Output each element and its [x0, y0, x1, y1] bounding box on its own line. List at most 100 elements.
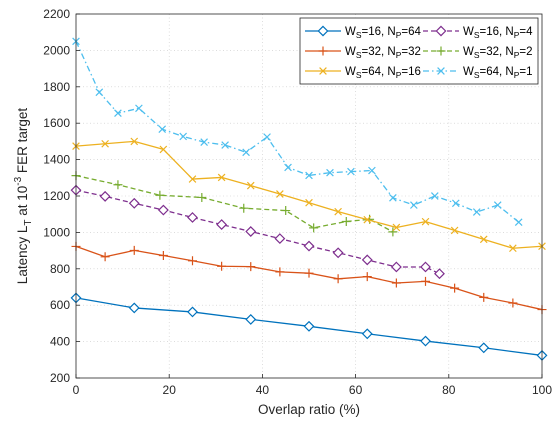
data-point [508, 298, 518, 308]
legend-item: WS=64, NP=16 [305, 66, 421, 80]
data-point [514, 218, 523, 227]
data-point [389, 193, 397, 202]
legend-label-part: P [396, 70, 402, 80]
data-point [450, 226, 459, 235]
series-line [75, 174, 394, 233]
data-point [410, 201, 418, 209]
data-point [451, 199, 460, 208]
data-point [361, 254, 373, 266]
data-point [309, 223, 319, 233]
legend-label-part: P [514, 50, 520, 60]
data-point [158, 251, 168, 261]
data-point [479, 235, 488, 244]
data-point [472, 208, 481, 216]
legend: WS=16, NP=64 WS=16, NP=4WS=32, NP=32 WS=32… [299, 17, 539, 85]
data-point [263, 133, 271, 141]
legend-label: WS=16, NP=4 [463, 26, 533, 40]
data-point [101, 139, 109, 148]
data-point [478, 342, 490, 354]
data-point [274, 233, 286, 245]
y-tick-label: 1800 [43, 80, 70, 94]
legend-label-part: =64, N [362, 66, 396, 78]
data-point [187, 306, 198, 318]
legend-label-part: W [463, 66, 474, 78]
data-point [99, 190, 111, 202]
legend-item: WS=64, NP=1 [423, 66, 533, 80]
legend-item: WS=32, NP=2 [423, 46, 533, 60]
legend-label-part: S [356, 70, 362, 80]
y-axis-label-sub: T [23, 220, 34, 226]
legend-label: WS=16, NP=64 [345, 26, 422, 40]
y-tick-label: 1600 [43, 116, 70, 130]
data-point [200, 138, 208, 146]
y-tick-label: 200 [50, 371, 70, 385]
legend-label-part: S [356, 50, 362, 60]
data-point [284, 163, 292, 172]
data-point [391, 278, 401, 288]
legend-label-part: =16 [401, 66, 421, 78]
legend-label-part: P [514, 70, 520, 80]
data-point [221, 141, 229, 149]
x-tick-label: 0 [73, 383, 80, 397]
series-0 [70, 292, 548, 361]
legend-label-part: W [345, 46, 356, 58]
data-point [246, 262, 256, 272]
data-point [281, 206, 291, 216]
legend-label-part: S [474, 70, 480, 80]
x-tick-label: 60 [349, 383, 363, 397]
y-axis-label: Latency LT at 10-3 FER target [13, 108, 34, 285]
data-point [303, 320, 315, 332]
legend-label-part: =16, N [362, 26, 396, 38]
data-point [157, 204, 169, 216]
data-point [188, 256, 197, 266]
series-line [75, 41, 520, 223]
data-point [420, 335, 431, 347]
data-point [95, 88, 104, 97]
data-point [450, 283, 460, 293]
legend-label-part: S [474, 50, 480, 60]
legend-label-part: W [463, 46, 474, 58]
data-point [420, 261, 431, 273]
data-point [217, 173, 226, 182]
legend-label-part: S [474, 30, 480, 40]
series-1 [70, 184, 445, 280]
legend-label: WS=64, NP=1 [463, 66, 533, 80]
legend-label: WS=64, NP=16 [345, 66, 421, 80]
y-axis-label-mid: at 10 [15, 186, 30, 220]
data-point [159, 145, 168, 154]
legend-label-part: =32 [401, 46, 421, 58]
data-point [326, 168, 334, 177]
y-axis-label-prefix: Latency L [15, 225, 30, 284]
series-4 [72, 137, 546, 253]
data-point [188, 175, 197, 183]
legend-label-part: P [396, 30, 402, 40]
legend-label: WS=32, NP=32 [345, 46, 421, 60]
legend-marker [318, 46, 328, 56]
legend-label-part: =2 [519, 46, 532, 58]
data-point [129, 245, 139, 255]
data-point [130, 137, 139, 146]
data-point [128, 302, 140, 314]
y-axis-label-sup: -3 [13, 176, 24, 185]
series-layer [70, 37, 548, 361]
legend-label-part: =64, N [480, 66, 514, 78]
legend-item: WS=16, NP=64 [305, 25, 422, 40]
legend-label-part: =32, N [480, 46, 514, 58]
data-point [363, 215, 372, 224]
data-point [305, 171, 313, 180]
legend-label: WS=32, NP=2 [463, 46, 533, 60]
data-point [332, 247, 344, 259]
data-point [239, 203, 249, 213]
x-axis-label: Overlap ratio (%) [258, 402, 360, 417]
data-point [392, 223, 401, 232]
data-point [421, 276, 430, 286]
legend-label-part: W [345, 26, 356, 38]
y-tick-label: 1200 [43, 189, 70, 203]
legend-marker [437, 67, 445, 75]
data-point [421, 217, 430, 226]
legend-marker [319, 67, 327, 75]
data-point [217, 261, 227, 271]
data-point [100, 252, 110, 262]
data-point [303, 240, 315, 252]
data-point [179, 132, 188, 141]
